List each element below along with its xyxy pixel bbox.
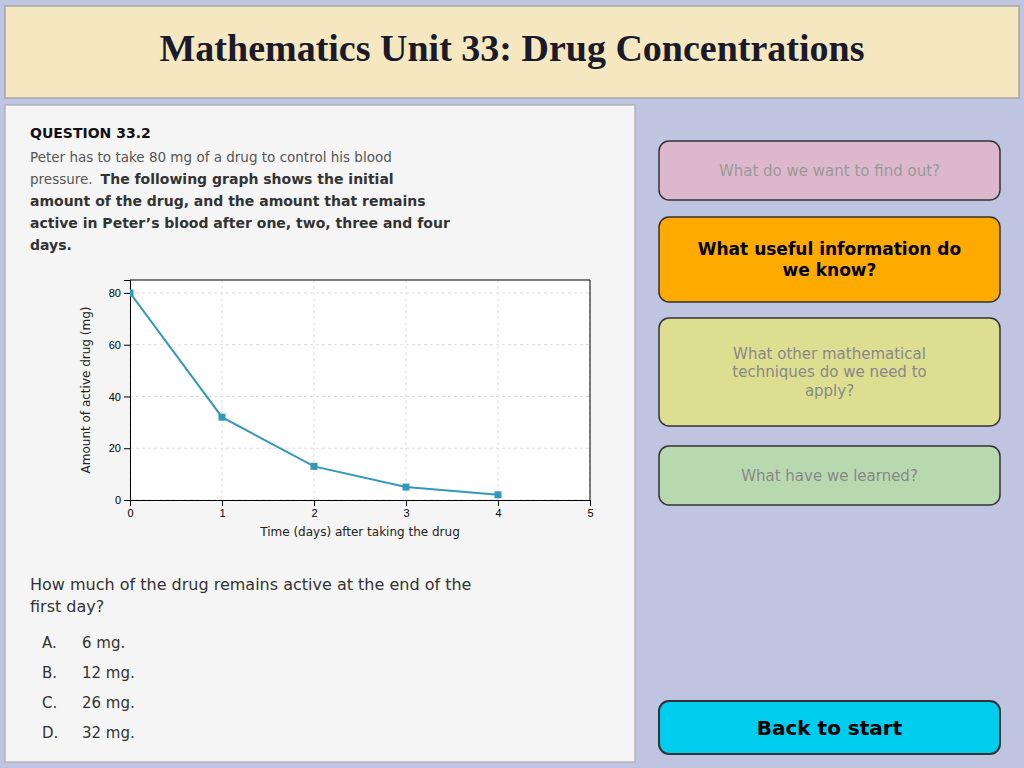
y-axis-label: Amount of active drug (mg) [79,307,93,474]
title: Mathematics Unit 33: Drug Concentrations [159,27,864,69]
tick: 2 [311,500,317,519]
question-number: QUESTION 33.2 [30,125,151,141]
tick-mark [222,500,223,506]
button-label: Back to start [757,716,903,740]
data-line [130,293,498,495]
tick-label: 2 [311,507,317,519]
button-label-line: What have we learned? [741,467,918,485]
button-label: What useful information dowe know? [698,239,961,280]
button-label-line: Back to start [757,716,903,740]
button[interactable] [659,318,1000,426]
question-text: Peter has to take 80 mg of a drug to con… [30,149,392,165]
axis-line [131,501,591,507]
tick: 5 [587,500,593,519]
tick: 80 [109,287,130,299]
grid-line [130,396,590,397]
y-axis: 0 20 40 60 80 [109,281,131,507]
answer-text: 26 mg. [82,694,135,712]
question-text: How much of the drug remains active at t… [30,575,471,594]
data-point [219,414,226,421]
tick-label: 1 [219,507,225,519]
tick-mark [314,500,315,506]
left-panel [5,105,635,762]
grid-line [498,280,499,500]
button[interactable] [659,701,1000,754]
tick-mark [124,396,130,397]
question-text: active in Peter’s blood after one, two, … [30,215,450,231]
answer-letter: B. [42,664,57,682]
button[interactable] [659,141,1000,200]
slide: Mathematics Unit 33: Drug Concentrations… [0,0,1024,768]
button-label: What have we learned? [741,467,918,485]
tick-mark [124,293,130,294]
grid [130,280,590,500]
tick-label: 4 [495,507,501,519]
tick: 0 [115,494,130,506]
plot-area [130,289,502,498]
answer-letter: C. [42,694,57,712]
grid-line [130,292,590,293]
tick: 3 [403,500,409,519]
grid-line [406,280,407,500]
tick-label: 80 [109,287,121,299]
tick-mark [406,500,407,506]
grid-line [130,448,590,449]
title-bar [5,6,1019,98]
answer-text: 6 mg. [82,634,125,652]
question-text: first day? [30,597,104,616]
tick-label: 0 [127,507,133,519]
question-text: pressure. [30,171,93,187]
x-axis-label: Time (days) after taking the drug [259,525,460,539]
tick: 4 [495,500,501,519]
question-text: amount of the drug, and the amount that … [30,193,426,209]
button-label: What other mathematicaltechniques do we … [732,345,926,401]
plot-background [130,280,590,500]
tick-label: 3 [403,507,409,519]
answer-text: 32 mg. [82,724,135,742]
tick: 0 [127,500,133,519]
button-label-line: techniques do we need to [732,363,926,381]
button-label-line: we know? [783,260,877,280]
question-text: days. [30,237,72,253]
tick-mark [590,500,591,506]
tick-label: 0 [115,494,121,506]
answer-letter: A. [42,634,57,652]
tick-label: 40 [109,390,121,402]
axis-line [124,281,131,501]
tick: 60 [109,339,130,351]
button[interactable] [659,446,1000,505]
button-label-line: What useful information do [698,239,961,259]
tick: 20 [109,442,130,454]
button-label-line: What do we want to find out? [719,162,940,180]
axis-line [590,280,591,500]
data-point [403,484,410,491]
tick-label: 5 [587,507,593,519]
data-point [311,463,318,470]
tick-label: 60 [109,339,121,351]
x-axis: 0 1 2 3 4 5 [127,500,593,519]
slide-background [0,0,1024,768]
tick: 1 [219,500,225,519]
grid-line [222,280,223,500]
answer-letter: D. [42,724,58,742]
question-text: The following graph shows the initial [101,171,394,187]
button-label-line: apply? [805,382,854,400]
tick: 40 [109,390,130,402]
answer-text: 12 mg. [82,664,135,682]
tick-mark [498,500,499,506]
button[interactable] [659,217,1000,302]
axis-line [130,280,590,281]
data-point [130,289,134,296]
grid-line [130,344,590,345]
tick-mark [124,345,130,346]
button-label: What do we want to find out? [719,162,940,180]
button-label-line: What other mathematical [733,345,926,363]
grid-line [590,280,591,500]
data-point [495,491,502,498]
tick-mark [124,500,130,501]
tick-mark [124,448,130,449]
tick-label: 20 [109,442,121,454]
